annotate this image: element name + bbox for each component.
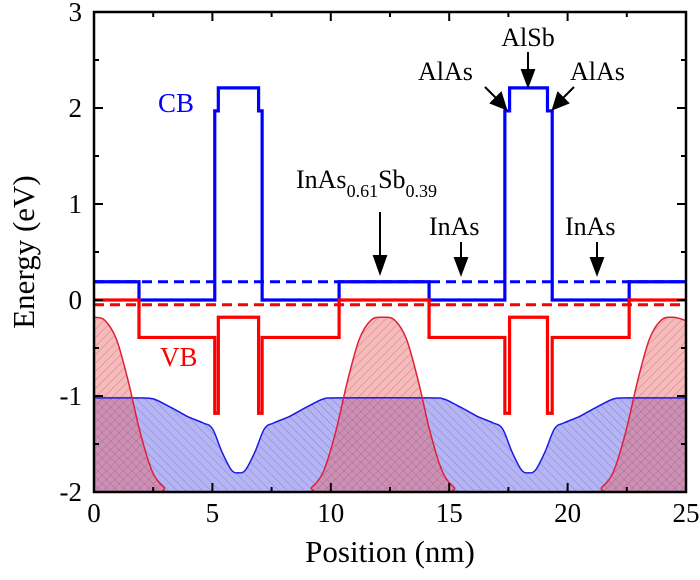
alas-left-label: AlAs: [418, 57, 473, 86]
x-tick-label: 5: [206, 498, 220, 528]
inassb-sub1: 0.61: [347, 181, 379, 201]
inassb-mid: Sb: [378, 165, 405, 194]
alsb-label: AlSb: [501, 23, 554, 52]
x-tick-label: 25: [673, 498, 700, 528]
inassb-main: InAs: [296, 165, 347, 194]
alas-right-label: AlAs: [570, 57, 625, 86]
inas-label-1: InAs: [429, 212, 480, 241]
x-tick-label: 15: [436, 498, 463, 528]
conduction-band-line: [94, 86, 686, 302]
arrowhead-alsb: [520, 69, 536, 89]
hole-density-hatch: [94, 317, 686, 492]
valence-band-line: [94, 298, 686, 415]
arrowhead-inassb: [372, 255, 388, 277]
x-tick-label: 0: [87, 498, 101, 528]
electron-density-curve: [94, 397, 686, 474]
cb-label: CB: [158, 88, 194, 118]
inassb-label: InAs0.61Sb0.39: [296, 165, 437, 201]
x-tick-label: 10: [317, 498, 344, 528]
y-axis-label: Energy (eV): [6, 175, 41, 329]
y-tick-label: 1: [69, 189, 83, 219]
arrow-alas-left: [484, 86, 498, 100]
inassb-sub2: 0.39: [406, 181, 438, 201]
arrowhead-alas-left: [489, 91, 508, 111]
y-tick-label: 2: [69, 93, 83, 123]
arrowhead-inas-1: [453, 257, 469, 277]
y-tick-label: -1: [60, 381, 83, 411]
hole-density-curve: [94, 316, 686, 492]
y-tick-label: 0: [69, 285, 83, 315]
annotation-arrows: [372, 52, 605, 277]
x-tick-label: 20: [554, 498, 581, 528]
arrowhead-alas-right: [551, 91, 570, 111]
arrow-alas-right: [561, 86, 575, 100]
x-axis-label: Position (nm): [305, 534, 475, 569]
inas-label-2: InAs: [565, 212, 616, 241]
vb-label: VB: [160, 342, 198, 372]
arrowhead-inas-2: [589, 257, 605, 277]
y-tick-label: -2: [60, 477, 83, 507]
y-tick-label: 3: [69, 0, 83, 27]
